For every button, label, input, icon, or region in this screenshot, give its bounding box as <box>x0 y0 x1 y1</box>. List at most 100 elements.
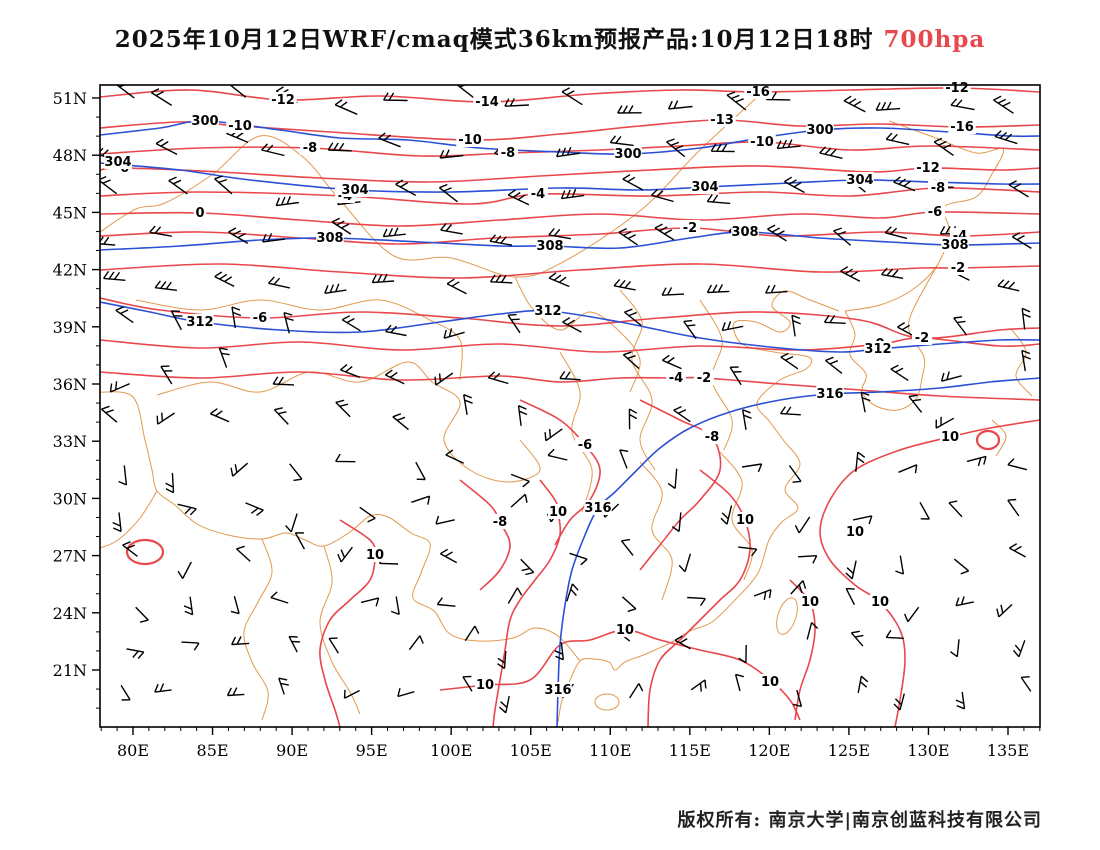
red-contour-line <box>459 479 511 591</box>
x-tick-label: 115E <box>669 741 711 760</box>
wind-barb <box>1021 307 1031 330</box>
wind-barb <box>898 464 918 474</box>
contour-label-mask <box>816 386 844 401</box>
contour-label-mask <box>250 310 270 325</box>
title-text: 2025年10月12日WRF/cmaq模式36km预报产品:10月12日18时 <box>114 26 874 53</box>
wind-barb <box>115 306 134 324</box>
map-outlines <box>100 89 1033 723</box>
wind-barb <box>720 505 733 525</box>
contour-label-mask <box>316 230 344 245</box>
contour-label: 0 <box>195 206 204 221</box>
wind-barb <box>151 88 173 106</box>
contour-label-mask <box>191 113 219 128</box>
wind-barb <box>156 412 175 425</box>
wind-barb <box>671 512 682 533</box>
wind-barb <box>383 92 408 102</box>
wind-barb <box>654 223 675 241</box>
contour-label: -6 <box>253 311 267 326</box>
contour-label-mask <box>928 180 948 195</box>
y-tick-label: 21N <box>53 661 87 680</box>
wind-barb <box>446 278 467 295</box>
wind-barb <box>261 143 285 157</box>
blue-contour-line <box>100 301 1040 353</box>
contour-label-mask <box>708 112 736 127</box>
contour-label: -10 <box>750 135 774 150</box>
wind-barb <box>780 406 801 416</box>
copyright-footer: 版权所有: 南京大学|南京创蓝科技有限公司 <box>677 810 1042 831</box>
wind-barb <box>520 558 535 576</box>
wind-barb <box>436 597 456 607</box>
wind-barb <box>738 644 747 664</box>
wind-barb <box>895 555 905 575</box>
wind-barb <box>395 179 417 197</box>
wind-barb <box>507 313 521 334</box>
wind-barb <box>624 308 642 326</box>
contour-label-mask <box>666 370 686 385</box>
contour-label: 308 <box>941 238 968 253</box>
x-tick-label: 95E <box>356 741 388 760</box>
wind-barb <box>561 87 583 106</box>
contour-label-mask <box>269 92 297 107</box>
wind-barb <box>218 347 230 368</box>
map-outline <box>100 391 581 662</box>
wind-barb <box>230 462 249 477</box>
wind-barb <box>948 500 963 518</box>
wind-barb <box>823 314 846 324</box>
wind-barb <box>855 451 866 472</box>
contour-label: -4 <box>669 371 683 386</box>
wind-barb <box>726 91 747 111</box>
wind-barb <box>262 233 285 243</box>
blue-contours <box>100 120 1040 727</box>
x-tick-label: 90E <box>276 741 308 760</box>
wind-barb <box>767 224 787 242</box>
contour-label-mask <box>864 341 892 356</box>
contour-label-mask <box>948 260 968 275</box>
wind-barb <box>135 606 149 623</box>
contour-label-mask <box>940 429 960 444</box>
wind-barb <box>507 587 523 604</box>
wind-barb <box>382 227 406 238</box>
wind-barb <box>1011 232 1032 249</box>
red-contour-line <box>519 399 601 546</box>
wind-barb <box>776 139 801 150</box>
wind-barb <box>228 227 249 245</box>
wind-barb <box>328 637 339 654</box>
wind-barb <box>464 625 480 642</box>
contour-label: -8 <box>931 181 945 196</box>
wind-barb <box>734 673 744 692</box>
contour-label-mask <box>300 140 320 155</box>
contour-label: -4 <box>531 187 545 202</box>
contour-label: -2 <box>683 221 697 236</box>
wind-barb <box>384 369 405 385</box>
wind-barb <box>661 354 682 370</box>
contour-label: -8 <box>705 430 719 445</box>
wind-barb <box>434 372 454 386</box>
y-tick-label: 42N <box>53 261 87 280</box>
contour-label-mask <box>943 80 971 95</box>
contour-label: 304 <box>104 155 131 170</box>
contour-label: -6 <box>928 205 942 220</box>
red-contour-line <box>639 399 722 571</box>
wind-barb <box>628 408 638 430</box>
wind-barb <box>278 677 289 695</box>
wind-barb <box>408 635 424 651</box>
wind-barb <box>885 629 904 639</box>
wind-barb <box>118 465 128 486</box>
wind-barb <box>438 183 458 203</box>
wind-barb <box>100 236 116 246</box>
contour-label-mask <box>584 500 612 515</box>
wind-barb <box>497 650 507 670</box>
wind-barb <box>788 465 802 483</box>
contour-label-mask <box>473 94 501 109</box>
wind-barb <box>343 689 360 699</box>
wind-barb <box>710 143 735 153</box>
contour-label-mask <box>845 524 865 539</box>
wind-barb <box>825 356 843 374</box>
wind-barb <box>510 473 530 488</box>
contour-label: -12 <box>916 161 940 176</box>
wind-barb <box>560 188 585 200</box>
map-outline <box>719 451 753 581</box>
title-level: 700hpa <box>883 26 986 53</box>
wind-barb <box>613 278 636 291</box>
